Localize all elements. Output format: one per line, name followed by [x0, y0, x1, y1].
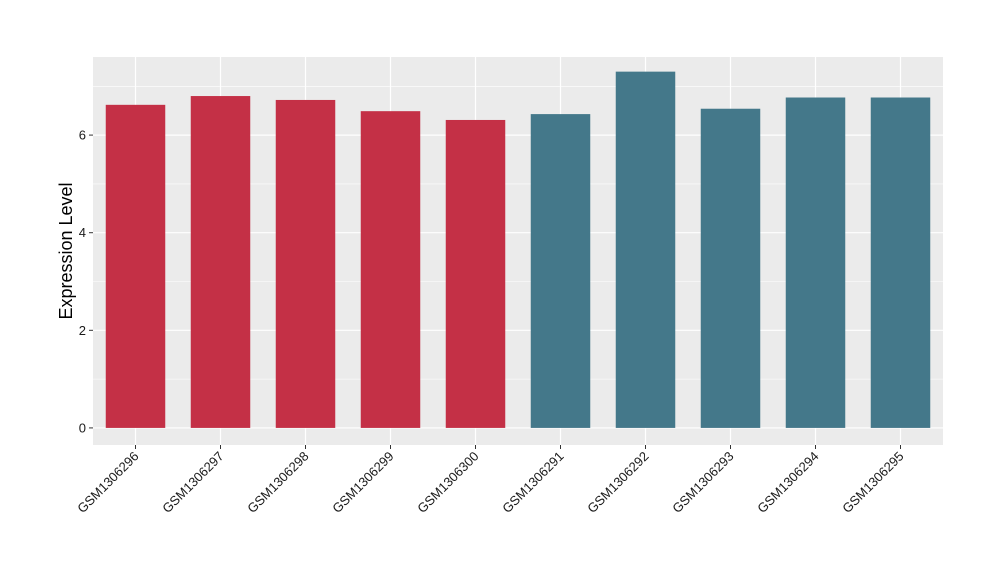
- bar-GSM1306292: [615, 71, 676, 428]
- bar-GSM1306296: [105, 104, 166, 428]
- bar-GSM1306297: [190, 96, 251, 428]
- y-tick-label: 4: [79, 225, 86, 240]
- y-tick-label: 2: [79, 323, 86, 338]
- bar-GSM1306299: [360, 111, 421, 428]
- bar-GSM1306300: [445, 119, 506, 428]
- x-tick-label: GSM1306291: [499, 449, 566, 516]
- bar-GSM1306295: [870, 97, 931, 428]
- bar-GSM1306293: [700, 108, 761, 428]
- bar-GSM1306291: [530, 114, 591, 428]
- x-tick-label: GSM1306298: [244, 449, 311, 516]
- y-axis-title: Expression Level: [56, 182, 76, 319]
- x-tick-label: GSM1306293: [669, 449, 736, 516]
- bar-GSM1306298: [275, 99, 336, 428]
- y-tick-label: 0: [79, 420, 86, 435]
- bars: [105, 71, 931, 428]
- x-tick-label: GSM1306299: [329, 449, 396, 516]
- x-tick-label: GSM1306296: [74, 449, 141, 516]
- y-tick-label: 6: [79, 128, 86, 143]
- x-tick-label: GSM1306292: [584, 449, 651, 516]
- bar-GSM1306294: [785, 97, 846, 428]
- x-tick-label: GSM1306294: [754, 449, 821, 516]
- x-axis: GSM1306296 GSM1306297 GSM1306298 GSM1306299…: [74, 445, 907, 516]
- x-tick-label: GSM1306297: [159, 449, 226, 516]
- x-tick-label: GSM1306300: [414, 449, 481, 516]
- y-axis: 0 2 4 6: [79, 128, 93, 435]
- x-tick-label: GSM1306295: [839, 449, 906, 516]
